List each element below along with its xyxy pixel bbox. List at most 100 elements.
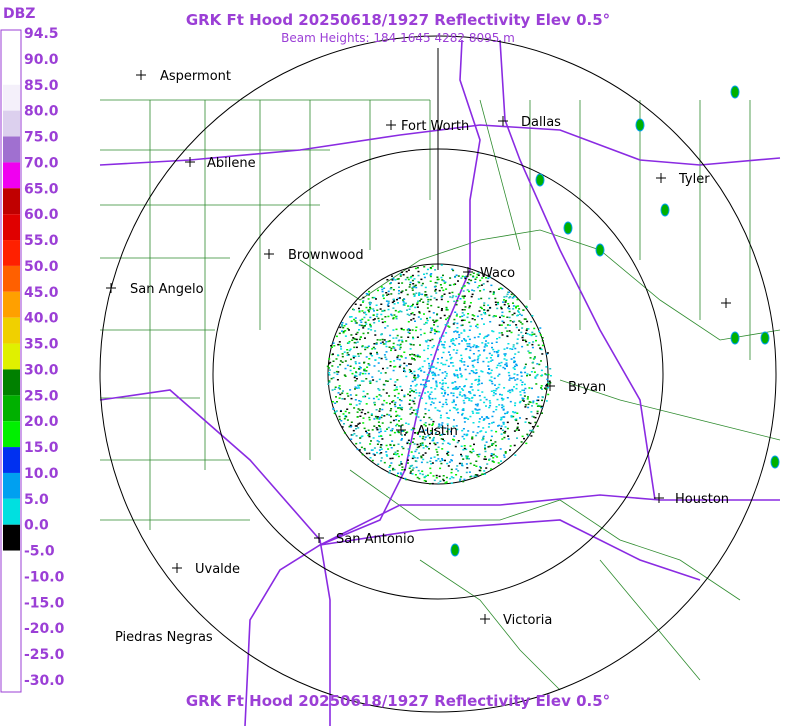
- echo-pixel: [416, 267, 419, 269]
- echo-pixel: [423, 276, 426, 279]
- echo-pixel: [360, 380, 363, 382]
- echo-pixel: [357, 423, 360, 425]
- echo-pixel: [392, 469, 394, 471]
- echo-pixel: [453, 374, 456, 377]
- echo-pixel: [369, 457, 372, 459]
- echo-pixel: [539, 405, 542, 407]
- echo-pixel: [423, 349, 426, 352]
- echo-pixel: [504, 354, 507, 357]
- legend-swatch: [3, 188, 20, 215]
- echo-pixel: [413, 397, 416, 399]
- echo-pixel: [396, 334, 399, 337]
- echo-pixel: [501, 404, 504, 406]
- echo-pixel: [518, 308, 521, 310]
- echo-pixel: [385, 358, 388, 361]
- echo-pixel: [468, 343, 471, 345]
- echo-pixel: [519, 394, 522, 396]
- echo-pixel: [385, 402, 388, 404]
- echo-pixel: [351, 339, 354, 341]
- echo-pixel: [506, 293, 509, 295]
- echo-pixel: [418, 311, 421, 313]
- echo-pixel: [460, 357, 463, 360]
- echo-pixel: [524, 318, 527, 320]
- echo-pixel: [475, 346, 478, 348]
- echo-pixel: [491, 415, 494, 418]
- echo-pixel: [365, 356, 368, 358]
- echo-pixel: [531, 346, 534, 349]
- echo-pixel: [399, 364, 402, 367]
- echo-pixel: [339, 360, 342, 362]
- echo-pixel: [480, 382, 483, 385]
- echo-pixel: [423, 313, 425, 315]
- echo-pixel: [434, 269, 437, 271]
- echo-pixel: [518, 429, 520, 431]
- legend-swatch: [3, 58, 20, 85]
- echo-pixel: [397, 443, 400, 445]
- echo-pixel: [467, 335, 470, 338]
- echo-pixel: [477, 412, 480, 414]
- echo-pixel: [328, 381, 331, 383]
- echo-pixel: [483, 346, 486, 348]
- city-label: Victoria: [503, 613, 552, 628]
- echo-pixel: [349, 365, 352, 367]
- echo-pixel: [508, 310, 511, 313]
- echo-pixel: [498, 362, 501, 365]
- echo-pixel: [509, 449, 511, 451]
- echo-pixel: [469, 273, 472, 276]
- echo-pixel: [462, 428, 465, 430]
- echo-pixel: [380, 457, 383, 459]
- echo-pixel: [391, 440, 394, 442]
- echo-pixel: [445, 332, 448, 334]
- echo-pixel: [462, 399, 465, 402]
- echo-pixel: [425, 272, 428, 275]
- echo-pixel: [385, 341, 388, 343]
- echo-pixel: [404, 302, 407, 305]
- echo-pixel: [529, 401, 532, 404]
- echo-pixel: [451, 342, 454, 345]
- echo-pixel: [395, 419, 398, 421]
- echo-pixel: [390, 293, 393, 295]
- echo-pixel: [530, 321, 533, 323]
- legend-label: 60.0: [24, 207, 59, 223]
- echo-pixel: [503, 416, 506, 418]
- echo-pixel: [360, 321, 363, 323]
- echo-pixel: [421, 430, 424, 432]
- echo-pixel: [353, 318, 356, 321]
- echo-pixel: [444, 459, 446, 462]
- echo-pixel: [460, 319, 463, 322]
- echo-pixel: [397, 472, 399, 475]
- echo-pixel: [515, 364, 518, 367]
- echo-pixel: [397, 297, 400, 300]
- echo-pixel: [417, 274, 420, 277]
- echo-pixel: [483, 396, 486, 399]
- echo-pixel: [437, 374, 440, 376]
- echo-pixel: [478, 453, 481, 456]
- legend-label: 5.0: [24, 492, 49, 508]
- echo-pixel: [414, 267, 417, 270]
- echo-pixel: [381, 414, 384, 416]
- echo-pixel: [455, 369, 458, 372]
- echo-pixel: [445, 288, 448, 290]
- echo-pixel: [462, 389, 465, 391]
- echo-pixel: [334, 411, 337, 413]
- echo-pixel: [425, 341, 428, 343]
- echo-pixel: [392, 342, 395, 345]
- echo-pixel: [407, 336, 410, 338]
- echo-pixel: [471, 293, 474, 296]
- echo-pixel: [463, 433, 466, 436]
- echo-pixel: [483, 350, 485, 352]
- echo-pixel: [347, 395, 350, 397]
- echo-pixel: [442, 363, 445, 366]
- echo-pixel: [503, 436, 506, 439]
- echo-pixel: [525, 442, 528, 445]
- echo-pixel: [435, 382, 438, 384]
- echo-pixel: [413, 390, 415, 393]
- echo-pixel: [541, 388, 543, 390]
- echo-pixel: [432, 402, 435, 404]
- echo-pixel: [394, 405, 397, 408]
- echo-pixel: [343, 432, 346, 434]
- echo-pixel: [401, 453, 403, 456]
- echo-pixel: [460, 445, 463, 447]
- echo-pixel: [486, 280, 489, 283]
- echo-pixel: [514, 347, 517, 350]
